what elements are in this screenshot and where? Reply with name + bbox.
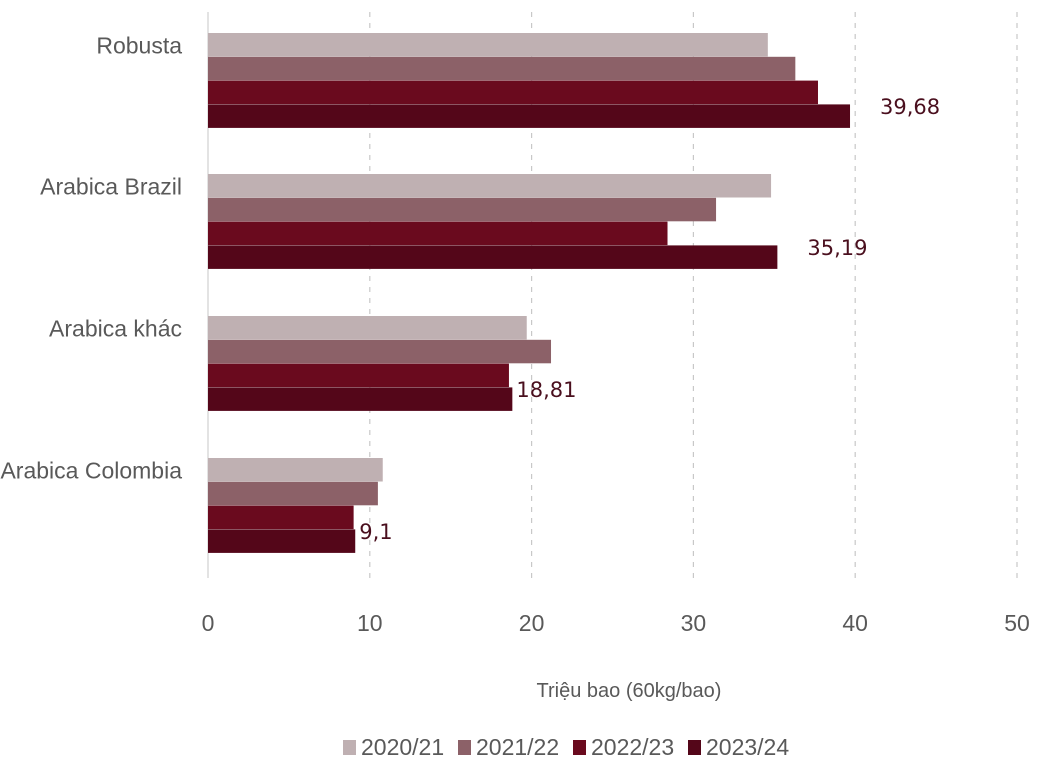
- bars: [208, 33, 851, 553]
- category-label: Arabica khác: [49, 316, 182, 342]
- bar-2022-23-arabica-colombia: [208, 505, 354, 530]
- bar-2020-21-arabica-brazil: [208, 174, 772, 198]
- tick-labels: 0 10 20 30 40 50: [202, 610, 1030, 636]
- data-labels: 39,68 35,19 18,81 9,1: [359, 95, 940, 544]
- legend-item: 2021/22: [458, 734, 559, 760]
- x-axis-title: Triệu bao (60kg/bao): [537, 680, 722, 702]
- bar-2023-24-arabica-brazil: [208, 245, 778, 269]
- category-labels: Robusta Arabica Brazil Arabica khác Arabica…: [0, 33, 182, 484]
- data-label: 18,81: [516, 378, 576, 402]
- bar-2023-24-robusta: [208, 104, 851, 128]
- bar-2021-22-arabica-colombia: [208, 481, 378, 506]
- legend-swatch: [343, 740, 356, 755]
- legend-swatch: [573, 740, 586, 755]
- category-label: Arabica Colombia: [0, 458, 182, 484]
- legend-swatch: [458, 740, 471, 755]
- legend-label: 2022/23: [591, 734, 674, 760]
- legend-item: 2020/21: [343, 734, 444, 760]
- bar-2020-21-arabica-khác: [208, 316, 527, 340]
- category-label: Robusta: [96, 33, 182, 59]
- legend-swatch: [688, 740, 701, 755]
- bar-2022-23-arabica-khác: [208, 363, 509, 388]
- x-tick-label: 20: [519, 610, 545, 636]
- legend-label: 2023/24: [706, 734, 789, 760]
- x-tick-label: 50: [1004, 610, 1030, 636]
- legend-item: 2023/24: [688, 734, 789, 760]
- bar-2022-23-robusta: [208, 80, 818, 105]
- legend-label: 2020/21: [361, 734, 444, 760]
- data-label: 35,19: [807, 236, 867, 260]
- data-label: 9,1: [359, 520, 392, 544]
- legend: 2020/21 2021/22 2022/23 2023/24: [343, 734, 789, 760]
- x-tick-label: 40: [842, 610, 868, 636]
- bar-2022-23-arabica-brazil: [208, 221, 668, 246]
- bar-2023-24-arabica-khác: [208, 387, 513, 411]
- legend-label: 2021/22: [476, 734, 559, 760]
- legend-item: 2022/23: [573, 734, 674, 760]
- bar-2021-22-arabica-brazil: [208, 197, 717, 222]
- bar-2021-22-robusta: [208, 56, 796, 81]
- category-label: Arabica Brazil: [40, 174, 182, 200]
- bar-2021-22-arabica-khác: [208, 339, 552, 364]
- bar-2020-21-arabica-colombia: [208, 458, 383, 482]
- data-label: 39,68: [880, 95, 940, 119]
- x-tick-label: 10: [357, 610, 383, 636]
- bar-2020-21-robusta: [208, 33, 768, 57]
- bar-2023-24-arabica-colombia: [208, 529, 356, 553]
- x-tick-label: 0: [202, 610, 215, 636]
- x-tick-label: 30: [681, 610, 707, 636]
